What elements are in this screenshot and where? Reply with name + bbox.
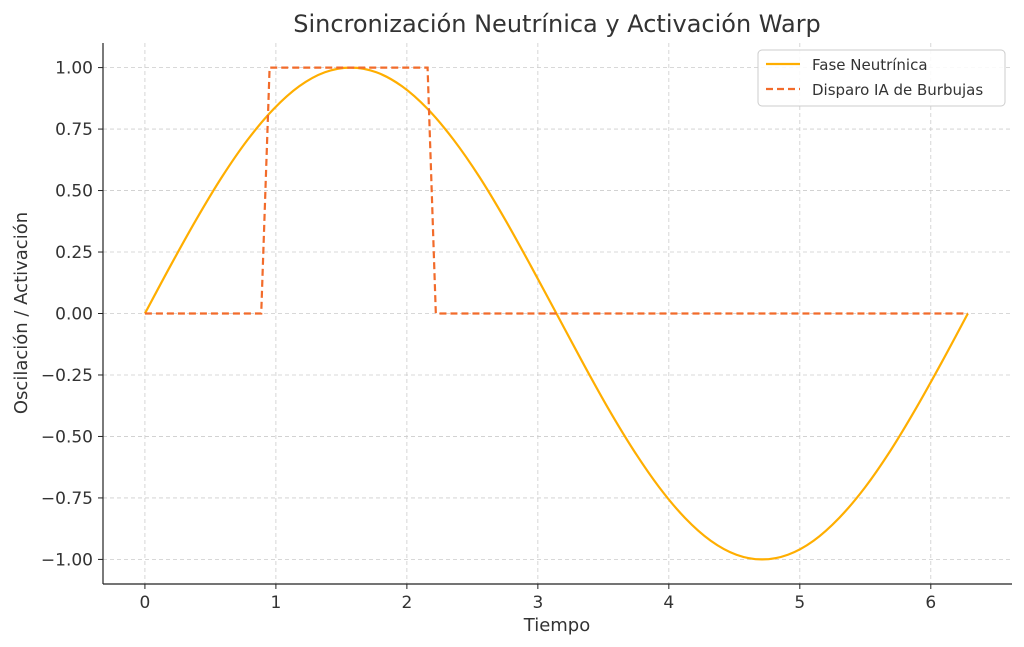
x-tick-label: 4 — [663, 593, 674, 613]
x-tick-label: 0 — [139, 593, 150, 613]
series — [143, 66, 969, 561]
chart-title: Sincronización Neutrínica y Activación W… — [293, 10, 821, 38]
x-tick-label: 1 — [270, 593, 281, 613]
x-axis-label: Tiempo — [523, 615, 591, 636]
legend-label-disparo: Disparo IA de Burbujas — [812, 81, 983, 99]
series-line-1 — [144, 66, 968, 315]
x-tick-label: 5 — [794, 593, 805, 613]
x-tick-label: 2 — [401, 593, 412, 613]
x-tick-label: 6 — [925, 593, 936, 613]
y-tick-label: −0.25 — [41, 366, 93, 386]
y-tick-label: −1.00 — [41, 550, 93, 570]
legend: Fase Neutrínica Disparo IA de Burbujas — [757, 49, 1006, 107]
y-tick-label: −0.75 — [41, 489, 93, 509]
y-axis-label: Oscilación / Activación — [11, 212, 32, 414]
ticks: 0 1 2 3 4 5 6 1.00 0.75 0.50 0.25 0.00 −0.25 −0.50 −0.… — [41, 59, 936, 613]
legend-box — [757, 49, 1006, 107]
y-tick-label: 0.50 — [55, 182, 93, 202]
y-tick-label: 0.00 — [55, 305, 93, 325]
y-tick-label: 0.25 — [55, 243, 93, 263]
y-tick-label: 1.00 — [55, 59, 93, 79]
legend-label-fase: Fase Neutrínica — [812, 56, 928, 74]
y-tick-label: 0.75 — [55, 120, 93, 140]
y-tick-label: −0.50 — [41, 427, 93, 447]
series-line-0 — [143, 66, 969, 561]
x-tick-label: 3 — [532, 593, 543, 613]
